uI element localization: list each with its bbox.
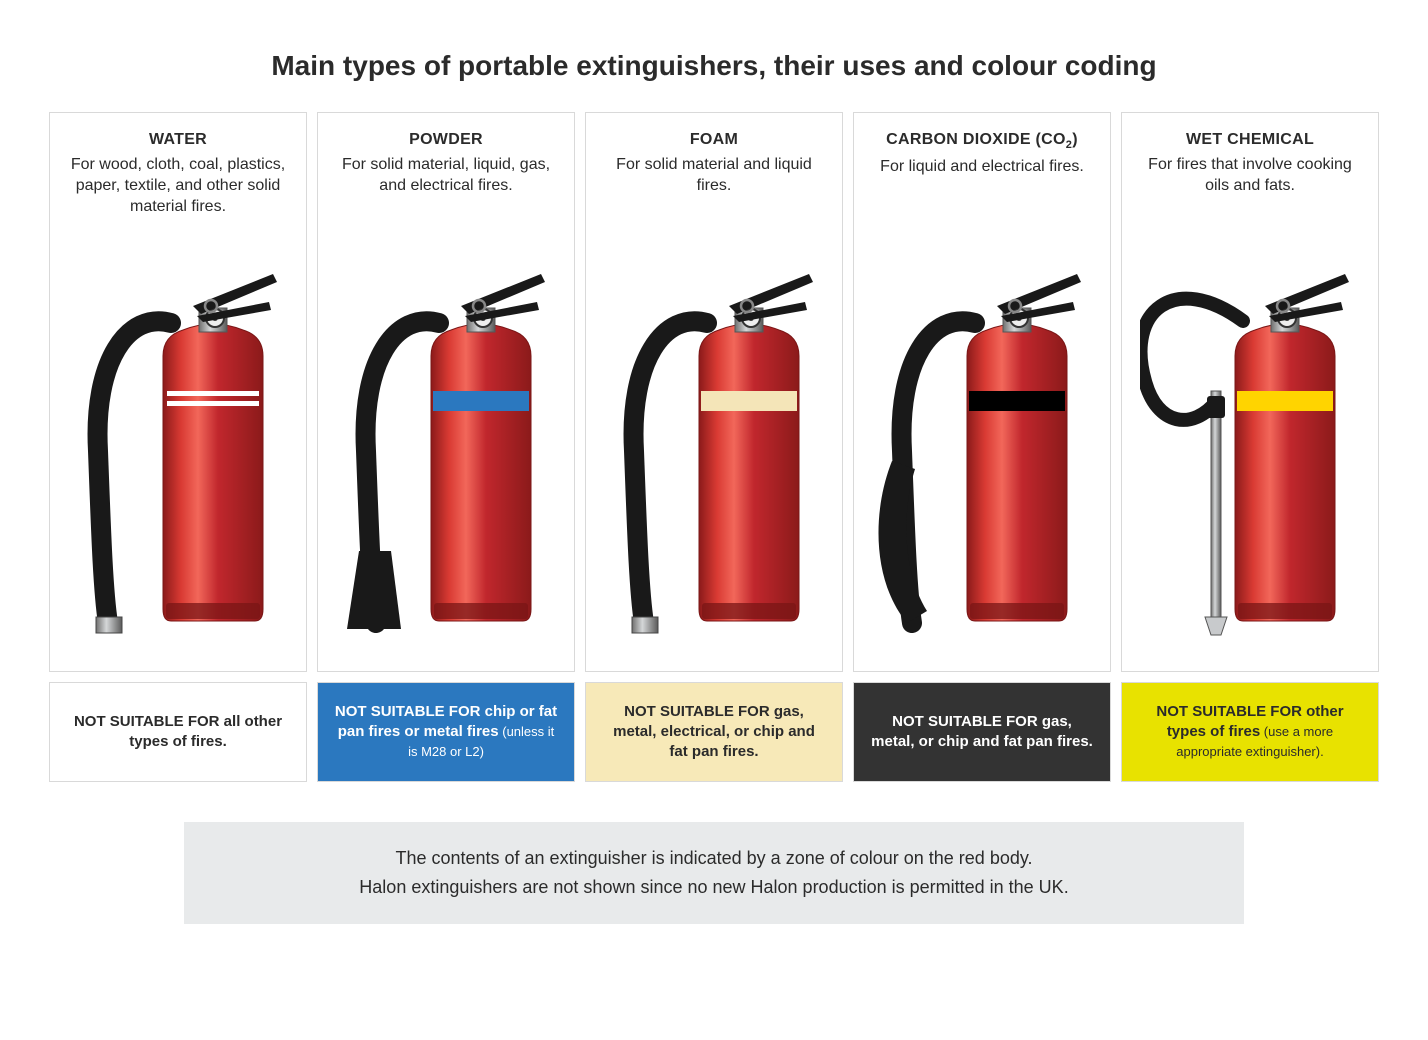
extinguisher-water-icon [60,219,296,671]
type-name-water: WATER [149,131,207,149]
extinguisher-wetchem-icon [1132,219,1368,671]
extinguisher-grid: WATER For wood, cloth, coal, plastics, pa… [40,112,1388,782]
extinguisher-co2-icon [864,221,1100,671]
warning-water: NOT SUITABLE FOR all other types of fire… [49,682,307,782]
type-desc-foam: For solid material and liquid fires. [596,155,832,219]
type-desc-wetchem: For fires that involve cooking oils and … [1132,155,1368,219]
card-co2: CARBON DIOXIDE (CO2) For liquid and elect… [853,112,1111,672]
extinguisher-foam-icon [596,219,832,671]
type-name-foam: FOAM [690,131,738,149]
column-wetchem: WET CHEMICAL For fires that involve cooki… [1121,112,1379,782]
warning-bold: NOT SUITABLE FOR gas, metal, or chip and… [871,713,1093,750]
warning-powder: NOT SUITABLE FOR chip or fat pan fires o… [317,682,575,782]
type-desc-powder: For solid material, liquid, gas, and ele… [328,155,564,219]
card-water: WATER For wood, cloth, coal, plastics, pa… [49,112,307,672]
type-name-powder: POWDER [409,131,483,149]
column-water: WATER For wood, cloth, coal, plastics, pa… [49,112,307,782]
footer-line-2: Halon extinguishers are not shown since … [208,873,1220,902]
type-desc-water: For wood, cloth, coal, plastics, paper, … [60,155,296,219]
footer-note: The contents of an extinguisher is indic… [184,822,1244,924]
warning-bold: NOT SUITABLE FOR all other types of fire… [74,713,282,750]
page-title: Main types of portable extinguishers, th… [40,50,1388,82]
type-name-co2: CARBON DIOXIDE (CO2) [886,131,1078,151]
column-foam: FOAM For solid material and liquid fires.… [585,112,843,782]
type-desc-co2: For liquid and electrical fires. [874,157,1090,221]
card-foam: FOAM For solid material and liquid fires. [585,112,843,672]
column-co2: CARBON DIOXIDE (CO2) For liquid and elect… [853,112,1111,782]
type-name-wetchem: WET CHEMICAL [1186,131,1314,149]
card-powder: POWDER For solid material, liquid, gas, a… [317,112,575,672]
warning-bold: NOT SUITABLE FOR gas, metal, electrical,… [613,703,815,761]
warning-wetchem: NOT SUITABLE FOR other types of fires (u… [1121,682,1379,782]
warning-co2: NOT SUITABLE FOR gas, metal, or chip and… [853,682,1111,782]
extinguisher-powder-icon [328,219,564,671]
footer-line-1: The contents of an extinguisher is indic… [208,844,1220,873]
column-powder: POWDER For solid material, liquid, gas, a… [317,112,575,782]
card-wetchem: WET CHEMICAL For fires that involve cooki… [1121,112,1379,672]
warning-foam: NOT SUITABLE FOR gas, metal, electrical,… [585,682,843,782]
